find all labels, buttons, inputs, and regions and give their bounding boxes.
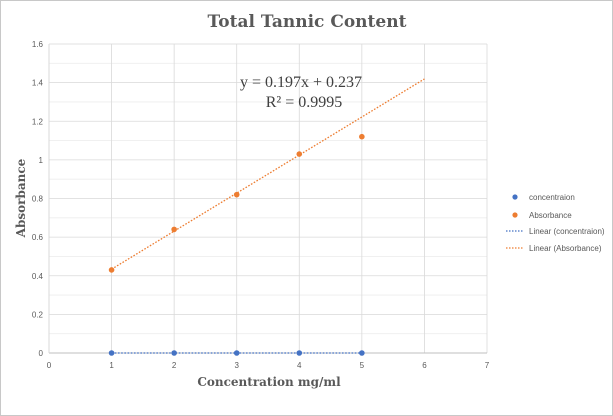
legend-label-absorbance: Absorbance	[529, 211, 572, 220]
y-tick-label: 0.2	[32, 310, 44, 319]
legend-label-concentraion: concentraion	[529, 193, 575, 202]
x-tick-label: 0	[47, 361, 52, 370]
y-tick-label: 1.6	[32, 40, 44, 49]
point-concentraion	[359, 350, 365, 356]
chart-title: Total Tannic Content	[208, 12, 407, 32]
point-concentraion	[108, 350, 115, 356]
point-concentraion	[171, 350, 177, 356]
y-tick-label: 0.6	[32, 233, 44, 242]
x-tick-label: 3	[234, 361, 239, 370]
point-absorbance	[296, 151, 303, 157]
y-tick-label: 1.2	[32, 117, 44, 126]
point-absorbance	[171, 226, 177, 233]
x-tick-label: 6	[422, 361, 427, 370]
x-axis-title: Concentration mg/ml	[197, 375, 341, 389]
y-tick-label: 0.8	[32, 195, 44, 204]
trendline-absorbance	[111, 78, 425, 270]
x-tick-label: 2	[172, 361, 177, 370]
y-tick-label: 1.4	[32, 79, 44, 88]
y-tick-label: 1	[39, 156, 44, 165]
legend-label-linear-concentraion: Linear (concentraion)	[529, 227, 605, 236]
point-absorbance	[359, 133, 365, 140]
data-points	[108, 133, 365, 356]
x-tick-label: 4	[297, 361, 302, 370]
trendline-equation: y = 0.197x + 0.237	[240, 74, 362, 91]
point-absorbance	[233, 191, 240, 198]
x-tick-label: 1	[109, 361, 114, 370]
y-axis-title: Absorbance	[14, 158, 28, 238]
point-concentraion	[233, 350, 240, 356]
r-squared-label: R² = 0.9995	[266, 94, 343, 111]
x-tick-label: 5	[360, 361, 365, 370]
legend-marker-concentraion	[512, 194, 518, 200]
point-absorbance	[108, 267, 115, 273]
y-tick-label: 0	[39, 349, 44, 358]
legend-marker-absorbance	[512, 212, 518, 218]
x-tick-labels: 0 1 2 3 4 5 6 7	[47, 361, 490, 370]
legend-label-linear-absorbance: Linear (Absorbance)	[529, 244, 602, 253]
trendlines	[111, 78, 425, 354]
y-tick-labels: 0 0.2 0.4 0.6 0.8 1 1.2 1.4 1.6	[32, 40, 44, 358]
x-tick-label: 7	[485, 361, 490, 370]
y-tick-label: 0.4	[32, 272, 44, 281]
legend: concentraion Absorbance Linear (concentr…	[506, 193, 605, 253]
point-concentraion	[296, 350, 303, 356]
